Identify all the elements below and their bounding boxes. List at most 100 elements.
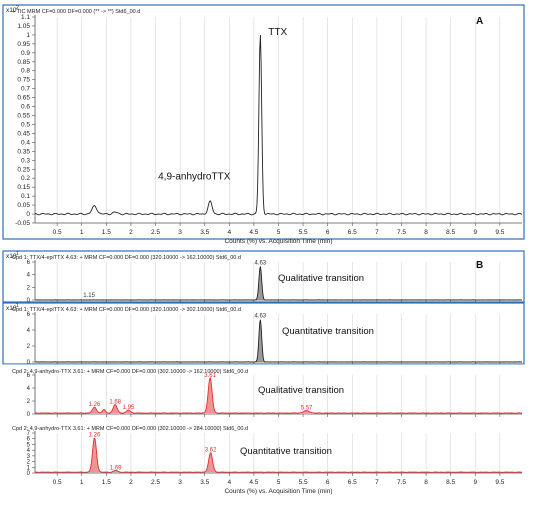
y-tick-label: 0.2 xyxy=(21,175,30,182)
x-axis-label: Counts (%) vs. Acquisition Time (min) xyxy=(224,488,332,495)
x-tick-label: 0.5 xyxy=(53,479,62,486)
compound-annotation: TTX xyxy=(268,27,287,38)
x-tick-label: 9.5 xyxy=(495,479,504,486)
x-tick-label: 4 xyxy=(227,229,231,236)
peak-label: 5.57 xyxy=(301,406,313,412)
y-tick-label: 0.85 xyxy=(17,59,30,66)
y-multiplier: x10 xyxy=(6,305,17,312)
x-tick-label: 5 xyxy=(277,479,281,486)
trace-line xyxy=(34,34,523,216)
y-tick-label: 0 xyxy=(27,412,31,418)
y-tick-label: 0.5 xyxy=(21,121,30,128)
x-tick-label: 8.5 xyxy=(446,229,455,236)
x-tick-label: 0.5 xyxy=(53,229,62,236)
y-exponent: 1 xyxy=(16,303,19,309)
y-tick-label: 1 xyxy=(27,465,31,471)
y-tick-label: 0.05 xyxy=(17,202,30,209)
y-tick-label: 0.9 xyxy=(21,50,30,57)
x-tick-label: 7.5 xyxy=(397,229,406,236)
y-tick-label: 4 xyxy=(27,386,31,392)
x-tick-label: 2 xyxy=(129,479,133,486)
y-tick-label: 0.1 xyxy=(21,193,30,200)
y-tick-label: 5 xyxy=(27,442,31,448)
x-tick-label: 2 xyxy=(129,229,133,236)
x-tick-label: 8.5 xyxy=(446,479,455,486)
y-multiplier: x10 xyxy=(6,7,17,14)
y-tick-label: 6 xyxy=(27,312,31,318)
panel-frame xyxy=(2,250,525,303)
trace-line xyxy=(35,376,523,414)
x-tick-label: 1.5 xyxy=(102,479,111,486)
trace-header: + TIC MRM CF=0.000 DF=0.000 (** -> **) S… xyxy=(12,9,140,15)
trace-header: Cpd 2: 4,9-anhydro-TTX 3.61: + MRM CF=0.… xyxy=(12,426,248,432)
peak-label: 1.68 xyxy=(109,400,121,406)
x-tick-label: 4.5 xyxy=(249,479,258,486)
peak-label: 1.26 xyxy=(89,433,101,439)
panel-letter: A xyxy=(476,16,483,27)
y-tick-label: 0.4 xyxy=(21,139,30,146)
y-tick-label: -0.05 xyxy=(15,220,30,227)
peak-label: 1.69 xyxy=(110,465,122,471)
y-tick-label: 6 xyxy=(27,373,31,379)
trace-header: Cpd 1: TTX/4-epiTTX 4.63: + MRM CF=0.000… xyxy=(12,255,241,261)
panel-frame xyxy=(2,364,525,421)
trace-line xyxy=(34,266,522,301)
y-tick-label: 4 xyxy=(27,448,31,454)
x-tick-label: 9.5 xyxy=(495,229,504,236)
peak-label: 4.63 xyxy=(254,314,266,320)
x-tick-label: 3 xyxy=(178,229,182,236)
x-tick-label: 6.5 xyxy=(348,229,357,236)
x-tick-label: 7.5 xyxy=(397,479,406,486)
peak-label: 1.95 xyxy=(123,405,135,411)
panel-frame xyxy=(2,421,525,497)
y-tick-label: 2 xyxy=(27,285,31,291)
x-tick-label: 9 xyxy=(473,479,477,486)
trace-line xyxy=(34,437,523,473)
y-tick-label: 0.3 xyxy=(21,157,30,164)
y-tick-label: 0.25 xyxy=(17,166,30,173)
y-tick-label: 0.75 xyxy=(17,77,30,84)
y-tick-label: 4 xyxy=(27,328,31,334)
y-tick-label: 7 xyxy=(27,431,31,437)
x-tick-label: 3 xyxy=(178,479,182,486)
y-tick-label: 6 xyxy=(27,260,31,266)
transition-annotation: Qualitative transition xyxy=(278,273,364,284)
y-tick-label: 0.8 xyxy=(21,68,30,75)
y-tick-label: 2 xyxy=(27,344,31,350)
y-tick-label: 2 xyxy=(27,460,31,466)
y-tick-label: 1.05 xyxy=(17,23,30,30)
peak-label: 3.61 xyxy=(204,373,216,379)
peak-label: 3.62 xyxy=(205,448,217,454)
x-tick-label: 2.5 xyxy=(151,229,160,236)
x-tick-label: 5.5 xyxy=(299,229,308,236)
x-tick-label: 8 xyxy=(424,229,428,236)
x-tick-label: 3.5 xyxy=(200,479,209,486)
y-tick-label: 0.45 xyxy=(17,130,30,137)
y-exponent: 1 xyxy=(16,251,19,257)
x-tick-label: 1 xyxy=(80,229,84,236)
y-multiplier: x10 xyxy=(6,253,17,260)
x-tick-label: 4 xyxy=(227,479,231,486)
x-axis-label: Counts (%) vs. Acquisition Time (min) xyxy=(224,238,332,245)
x-tick-label: 1.5 xyxy=(102,229,111,236)
y-tick-label: 2 xyxy=(27,399,31,405)
y-tick-label: 0.95 xyxy=(17,41,30,48)
y-tick-label: 0 xyxy=(27,471,31,477)
x-tick-label: 2.5 xyxy=(151,479,160,486)
x-tick-label: 3.5 xyxy=(200,229,209,236)
y-tick-label: 0.55 xyxy=(17,113,30,120)
peak-label: 1.15 xyxy=(83,293,95,299)
y-tick-label: 0.6 xyxy=(21,104,30,111)
x-tick-label: 1 xyxy=(80,479,84,486)
y-tick-label: 0 xyxy=(27,360,31,366)
y-tick-label: 0.15 xyxy=(17,184,30,191)
y-exponent: 2 xyxy=(16,5,19,11)
transition-annotation: Quantitative transition xyxy=(282,326,374,337)
panel-frame xyxy=(2,302,525,365)
y-tick-label: 1 xyxy=(26,32,30,39)
x-tick-label: 6 xyxy=(326,229,330,236)
